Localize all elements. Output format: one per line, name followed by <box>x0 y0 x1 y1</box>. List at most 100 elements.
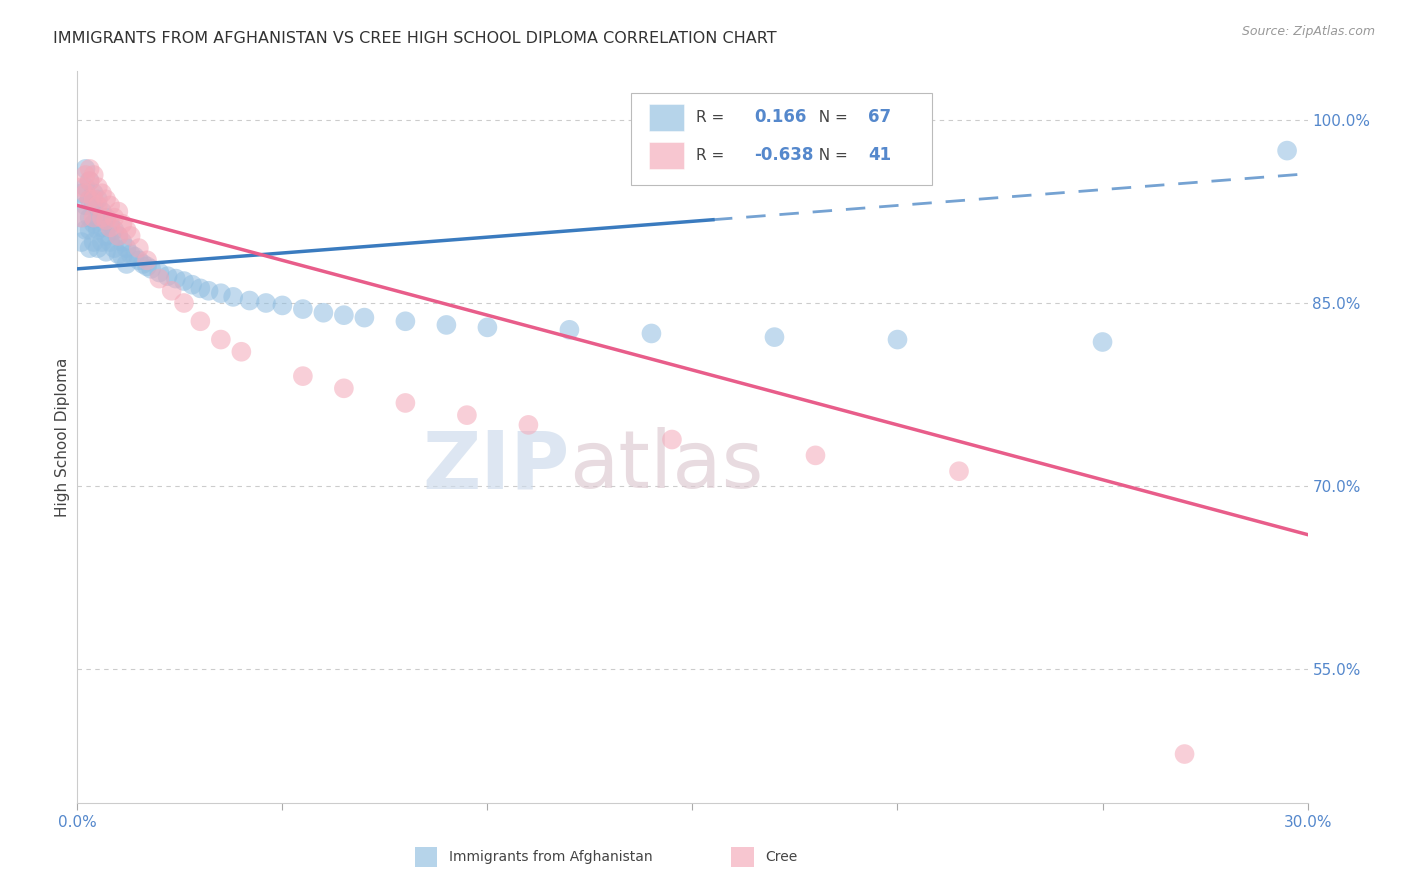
Point <box>75 168 97 182</box>
Point <box>333 308 356 322</box>
Point <box>79 161 101 176</box>
Point <box>640 326 662 341</box>
Point <box>87 180 110 194</box>
Point <box>75 223 97 237</box>
Point <box>115 257 138 271</box>
Point <box>90 211 114 225</box>
Point <box>87 193 110 207</box>
Point <box>239 293 262 308</box>
Point <box>148 271 170 285</box>
Point <box>98 220 121 235</box>
Point <box>103 241 125 255</box>
Point <box>79 223 101 237</box>
Point <box>1174 747 1197 761</box>
Point <box>87 223 110 237</box>
Point <box>115 223 138 237</box>
Point <box>94 244 117 259</box>
Point <box>181 277 204 292</box>
Point <box>79 174 101 188</box>
Point <box>197 284 219 298</box>
Text: R =: R = <box>696 110 730 125</box>
Point <box>79 211 101 225</box>
Point <box>79 193 101 207</box>
FancyBboxPatch shape <box>650 142 683 169</box>
Point <box>1275 144 1298 158</box>
Text: -0.638: -0.638 <box>754 146 813 164</box>
Point <box>124 250 146 264</box>
Text: 41: 41 <box>869 146 891 164</box>
Point <box>160 284 183 298</box>
Point <box>90 235 114 249</box>
Text: atlas: atlas <box>569 427 763 506</box>
Point <box>90 204 114 219</box>
Point <box>558 323 581 337</box>
Point <box>87 241 110 255</box>
Point <box>98 235 121 249</box>
Point <box>291 302 314 317</box>
Point <box>141 261 163 276</box>
Point <box>79 193 101 207</box>
Point <box>948 464 970 478</box>
Point <box>128 253 150 268</box>
Point <box>70 235 93 249</box>
FancyBboxPatch shape <box>650 103 683 131</box>
Point <box>94 193 117 207</box>
Point <box>231 344 253 359</box>
Point <box>517 417 540 432</box>
Text: N =: N = <box>810 148 853 163</box>
Text: Cree: Cree <box>765 850 797 864</box>
Y-axis label: High School Diploma: High School Diploma <box>55 358 70 516</box>
Point <box>804 449 827 463</box>
Point <box>107 247 129 261</box>
Point <box>90 220 114 235</box>
Point <box>173 296 195 310</box>
Point <box>120 229 142 244</box>
Point <box>75 161 97 176</box>
Point <box>173 274 195 288</box>
Point <box>763 330 786 344</box>
Point <box>70 186 93 201</box>
Text: Immigrants from Afghanistan: Immigrants from Afghanistan <box>449 850 652 864</box>
Point <box>456 408 478 422</box>
Point <box>222 290 245 304</box>
Point <box>98 198 121 212</box>
Point <box>333 381 356 395</box>
Point <box>83 193 105 207</box>
Point <box>107 204 129 219</box>
Point <box>353 310 375 325</box>
Point <box>886 333 908 347</box>
Text: Source: ZipAtlas.com: Source: ZipAtlas.com <box>1241 25 1375 38</box>
Text: IMMIGRANTS FROM AFGHANISTAN VS CREE HIGH SCHOOL DIPLOMA CORRELATION CHART: IMMIGRANTS FROM AFGHANISTAN VS CREE HIGH… <box>53 31 778 46</box>
Point <box>79 241 101 255</box>
Point <box>436 318 458 332</box>
Point <box>165 271 187 285</box>
Point <box>661 433 683 447</box>
Point <box>111 235 134 249</box>
Point <box>75 186 97 201</box>
Point <box>79 174 101 188</box>
Point <box>128 241 150 255</box>
Text: 67: 67 <box>869 109 891 127</box>
Point <box>148 266 170 280</box>
Point <box>188 281 212 295</box>
Point <box>98 217 121 231</box>
Text: N =: N = <box>810 110 853 125</box>
Point <box>312 306 335 320</box>
Point <box>120 247 142 261</box>
Point <box>83 217 105 231</box>
Point <box>107 229 129 244</box>
Point <box>115 241 138 255</box>
Point <box>394 314 416 328</box>
Point <box>103 223 125 237</box>
Point <box>83 235 105 249</box>
Point <box>70 211 93 225</box>
Point <box>136 260 159 274</box>
Point <box>271 298 294 312</box>
Point <box>111 250 134 264</box>
Point <box>188 314 212 328</box>
Point <box>132 257 155 271</box>
Point <box>291 369 314 384</box>
Point <box>94 213 117 227</box>
Point <box>394 396 416 410</box>
Point <box>83 168 105 182</box>
